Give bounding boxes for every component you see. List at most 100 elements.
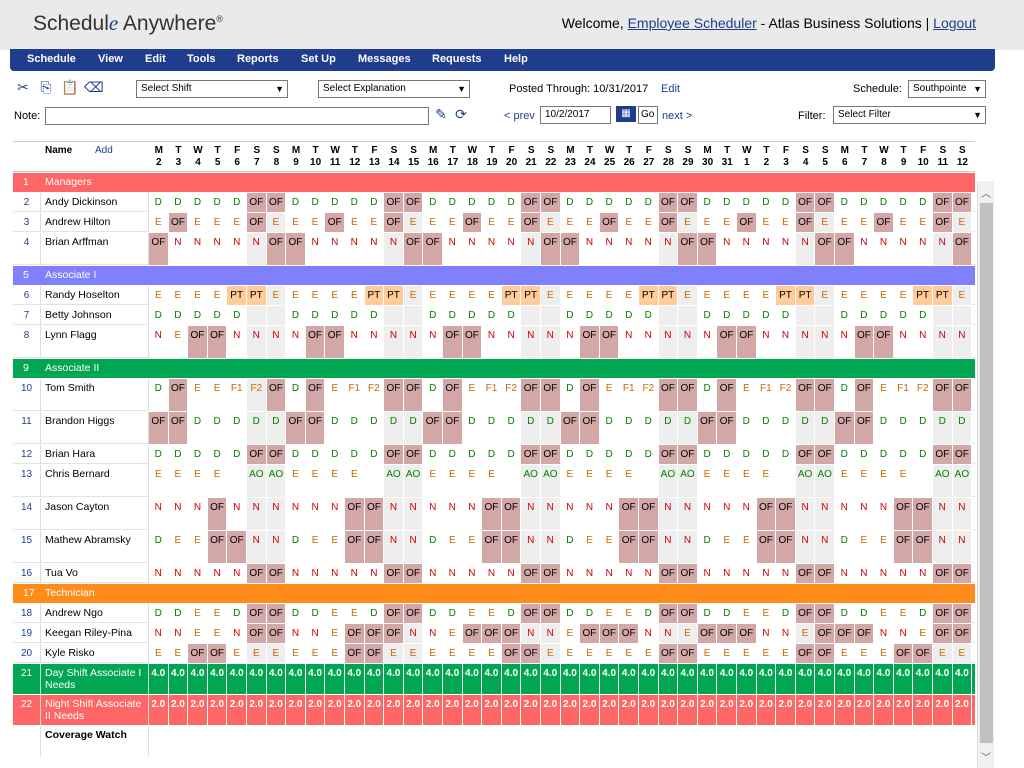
shift-cell[interactable]: AO bbox=[658, 465, 679, 497]
shift-cell[interactable]: E bbox=[893, 213, 914, 232]
shift-cell[interactable]: F2 bbox=[776, 379, 796, 411]
shift-cell[interactable]: D bbox=[874, 306, 894, 325]
shift-cell[interactable]: OF bbox=[658, 564, 679, 583]
shift-cell[interactable]: E bbox=[541, 213, 561, 232]
shift-cell[interactable]: D bbox=[286, 379, 306, 411]
shift-cell[interactable]: OF bbox=[737, 624, 757, 643]
shift-cell[interactable]: F1 bbox=[227, 379, 247, 411]
employee-name[interactable]: Tom Smith bbox=[41, 379, 149, 411]
shift-cell[interactable]: D bbox=[639, 412, 659, 444]
shift-cell[interactable]: OF bbox=[678, 644, 698, 663]
shift-cell[interactable]: D bbox=[462, 193, 483, 212]
shift-cell[interactable]: E bbox=[423, 644, 443, 663]
shift-cell[interactable]: OF bbox=[678, 445, 698, 464]
shift-cell[interactable]: E bbox=[737, 379, 757, 411]
shift-cell[interactable]: N bbox=[403, 326, 424, 358]
shift-cell[interactable]: D bbox=[266, 412, 287, 444]
employee-name[interactable]: Mathew Abramsky bbox=[41, 531, 149, 563]
shift-cell[interactable]: OF bbox=[462, 326, 483, 358]
prev-link[interactable]: < prev bbox=[504, 110, 535, 122]
employee-row[interactable]: 7 Betty Johnson D D D D D D D D D D D D D D D D D D D D D D D D D D… bbox=[13, 306, 975, 325]
shift-cell[interactable]: E bbox=[599, 286, 620, 305]
shift-cell[interactable]: F2 bbox=[247, 379, 267, 411]
shift-cell[interactable]: D bbox=[717, 445, 737, 464]
shift-cell[interactable] bbox=[913, 465, 933, 497]
shift-cell[interactable]: D bbox=[501, 193, 522, 212]
shift-cell[interactable]: E bbox=[188, 465, 208, 497]
shift-cell[interactable]: N bbox=[364, 326, 385, 358]
shift-cell[interactable]: E bbox=[286, 644, 306, 663]
shift-cell[interactable]: N bbox=[345, 326, 365, 358]
shift-cell[interactable]: D bbox=[149, 379, 169, 411]
shift-cell[interactable]: E bbox=[893, 465, 914, 497]
vertical-scrollbar[interactable]: ︿ ﹀ bbox=[977, 181, 994, 768]
shift-cell[interactable]: N bbox=[815, 531, 835, 563]
shift-cell[interactable]: D bbox=[423, 193, 443, 212]
shift-cell[interactable] bbox=[815, 306, 835, 325]
shift-cell[interactable]: E bbox=[482, 644, 502, 663]
shift-cell[interactable]: OF bbox=[482, 498, 502, 530]
shift-cell[interactable]: E bbox=[247, 644, 267, 663]
shift-cell[interactable]: E bbox=[168, 644, 189, 663]
shift-cell[interactable]: N bbox=[835, 564, 855, 583]
shift-cell[interactable]: D bbox=[776, 412, 796, 444]
shift-cell[interactable]: E bbox=[560, 286, 581, 305]
shift-cell[interactable]: OF bbox=[207, 531, 228, 563]
shift-cell[interactable]: E bbox=[893, 286, 914, 305]
shift-cell[interactable]: E bbox=[403, 286, 424, 305]
shift-cell[interactable]: OF bbox=[795, 193, 816, 212]
shift-cell[interactable]: N bbox=[149, 498, 169, 530]
shift-cell[interactable]: N bbox=[325, 564, 345, 583]
shift-cell[interactable]: D bbox=[188, 412, 208, 444]
shift-cell[interactable]: D bbox=[952, 412, 973, 444]
shift-cell[interactable]: D bbox=[854, 604, 875, 623]
shift-cell[interactable]: D bbox=[286, 193, 306, 212]
name-column-header[interactable]: Name bbox=[45, 145, 73, 156]
shift-cell[interactable]: D bbox=[188, 445, 208, 464]
shift-cell[interactable]: E bbox=[188, 213, 208, 232]
shift-cell[interactable] bbox=[795, 306, 816, 325]
shift-cell[interactable]: OF bbox=[697, 412, 718, 444]
shift-cell[interactable]: D bbox=[305, 604, 326, 623]
shift-cell[interactable]: OF bbox=[403, 379, 424, 411]
go-button[interactable]: Go bbox=[638, 106, 658, 124]
shift-cell[interactable]: OF bbox=[815, 233, 835, 265]
shift-cell[interactable]: D bbox=[874, 412, 894, 444]
shift-cell[interactable]: E bbox=[717, 644, 737, 663]
shift-cell[interactable]: E bbox=[678, 213, 698, 232]
shift-cell[interactable]: D bbox=[717, 193, 737, 212]
shift-cell[interactable]: OF bbox=[325, 213, 345, 232]
shift-select[interactable]: Select Shift ▼ bbox=[136, 80, 288, 98]
shift-cell[interactable] bbox=[247, 306, 267, 325]
shift-cell[interactable]: N bbox=[874, 624, 894, 643]
shift-cell[interactable]: D bbox=[482, 193, 502, 212]
shift-cell[interactable]: OF bbox=[854, 379, 875, 411]
shift-cell[interactable]: D bbox=[854, 445, 875, 464]
shift-cell[interactable]: OF bbox=[795, 604, 816, 623]
employee-row[interactable]: 13 Chris Bernard E E E E AO AO E E E E AO AO E E E E AO AO E… bbox=[13, 465, 975, 497]
eraser-icon[interactable]: ⌫ bbox=[84, 80, 104, 96]
shift-cell[interactable]: D bbox=[149, 604, 169, 623]
shift-cell[interactable] bbox=[658, 306, 679, 325]
shift-cell[interactable]: D bbox=[364, 412, 385, 444]
employee-name[interactable]: Brandon Higgs bbox=[41, 412, 149, 444]
shift-cell[interactable]: OF bbox=[443, 412, 463, 444]
shift-cell[interactable]: E bbox=[619, 286, 639, 305]
shift-cell[interactable]: PT bbox=[501, 286, 522, 305]
shift-cell[interactable]: D bbox=[325, 445, 345, 464]
shift-cell[interactable]: E bbox=[717, 213, 737, 232]
shift-cell[interactable]: N bbox=[521, 233, 541, 265]
shift-cell[interactable]: OF bbox=[776, 531, 796, 563]
shift-cell[interactable]: N bbox=[580, 233, 600, 265]
shift-cell[interactable]: OF bbox=[639, 531, 659, 563]
shift-cell[interactable]: D bbox=[776, 604, 796, 623]
shift-cell[interactable]: E bbox=[325, 624, 345, 643]
shift-cell[interactable]: E bbox=[599, 644, 620, 663]
employee-name[interactable]: Lynn Flagg bbox=[41, 326, 149, 358]
shift-cell[interactable]: E bbox=[482, 286, 502, 305]
shift-cell[interactable]: OF bbox=[286, 412, 306, 444]
shift-cell[interactable]: OF bbox=[188, 644, 208, 663]
shift-cell[interactable]: E bbox=[717, 531, 737, 563]
scrollbar-thumb[interactable] bbox=[980, 203, 993, 743]
shift-cell[interactable]: D bbox=[560, 379, 581, 411]
